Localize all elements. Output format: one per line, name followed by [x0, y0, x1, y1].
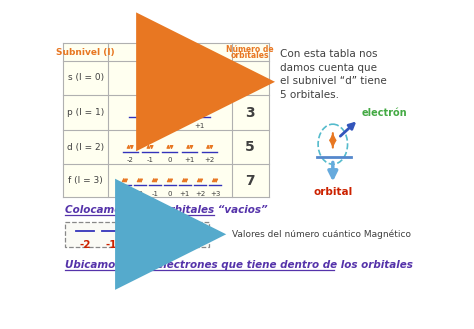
Text: Valores del número cuántico Magnético: Valores del número cuántico Magnético	[232, 230, 411, 239]
Text: 1: 1	[245, 71, 255, 85]
Text: -1: -1	[146, 157, 154, 163]
Text: +1: +1	[194, 123, 204, 129]
FancyBboxPatch shape	[63, 43, 268, 197]
Text: -1: -1	[137, 123, 144, 129]
Text: 5: 5	[245, 140, 255, 154]
Text: orbitales: orbitales	[231, 51, 269, 60]
Text: +2: +2	[205, 157, 215, 163]
Text: +2: +2	[181, 240, 197, 250]
Text: d (l = 2): d (l = 2)	[67, 143, 104, 152]
Text: 3: 3	[245, 106, 255, 120]
Text: 7: 7	[245, 174, 255, 188]
Text: Orbitales: Orbitales	[145, 47, 195, 57]
Text: el subnivel “d” tiene: el subnivel “d” tiene	[280, 76, 387, 87]
Text: Subnivel (l): Subnivel (l)	[56, 48, 115, 57]
Text: -2: -2	[79, 240, 91, 250]
Text: 0: 0	[134, 240, 141, 250]
Text: -2: -2	[137, 191, 143, 197]
Text: Ubicamos los 6 electrones que tiene dentro de los orbitales: Ubicamos los 6 electrones que tiene dent…	[65, 260, 413, 270]
Text: 0: 0	[168, 123, 172, 129]
Text: 5 orbitales.: 5 orbitales.	[280, 90, 339, 100]
Text: -3: -3	[121, 191, 128, 197]
Text: Con esta tabla nos: Con esta tabla nos	[280, 49, 378, 59]
Text: +3: +3	[210, 191, 220, 197]
Text: Colocamos los 5 orbitales “vacios”: Colocamos los 5 orbitales “vacios”	[65, 205, 268, 215]
Text: +1: +1	[155, 240, 171, 250]
Text: damos cuenta que: damos cuenta que	[280, 63, 377, 73]
Text: Número de: Número de	[226, 45, 274, 54]
Text: f (l = 3): f (l = 3)	[68, 176, 103, 185]
FancyBboxPatch shape	[65, 222, 209, 247]
Text: 0: 0	[168, 191, 172, 197]
Text: p (l = 1): p (l = 1)	[67, 108, 104, 117]
Text: +2: +2	[195, 191, 205, 197]
Text: -1: -1	[105, 240, 117, 250]
Text: -1: -1	[151, 191, 158, 197]
Text: +1: +1	[180, 191, 190, 197]
Text: -2: -2	[127, 157, 134, 163]
Text: +1: +1	[184, 157, 195, 163]
Text: orbital: orbital	[313, 187, 353, 197]
Text: 0: 0	[168, 157, 172, 163]
Text: electrón: electrón	[362, 108, 407, 118]
Text: s (l = 0): s (l = 0)	[68, 73, 104, 83]
Text: 0: 0	[168, 88, 172, 94]
